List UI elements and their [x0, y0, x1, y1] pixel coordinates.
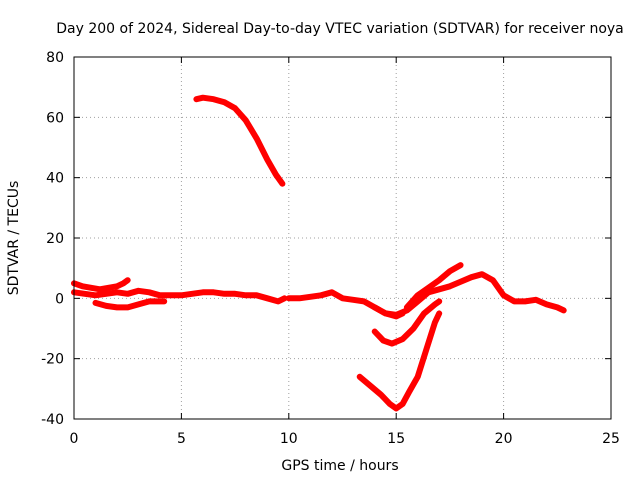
x-tick-label: 0 — [70, 431, 79, 447]
grid — [74, 57, 611, 419]
x-tick-label: 15 — [387, 431, 405, 447]
series-arc-7 — [371, 298, 443, 347]
y-axis-label: SDTVAR / TECUs — [6, 181, 22, 296]
series-arc-3 — [92, 298, 168, 311]
y-tick-label: -20 — [41, 352, 64, 368]
series-arc-2 — [71, 287, 288, 305]
x-tick-label: 10 — [280, 431, 298, 447]
series-arc-1 — [71, 277, 131, 293]
chart-title: Day 200 of 2024, Sidereal Day-to-day VTE… — [56, 21, 624, 37]
x-axis-label: GPS time / hours — [281, 458, 398, 474]
x-tick-label: 20 — [495, 431, 513, 447]
series-arc-4 — [193, 94, 286, 187]
series-arc-6 — [371, 304, 406, 320]
x-tick-label: 5 — [177, 431, 186, 447]
series-arc-8 — [403, 262, 464, 311]
y-tick-label: 80 — [46, 50, 64, 66]
series-arc-5 — [285, 271, 567, 318]
y-tick-label: 60 — [46, 110, 64, 126]
x-tick-label: 25 — [602, 431, 620, 447]
plot-traces — [71, 94, 567, 412]
y-tick-label: 0 — [55, 291, 64, 307]
y-tick-label: -40 — [41, 412, 64, 428]
series-arc-9 — [356, 310, 443, 412]
axis-ticks: 0 5 10 15 20 25 -40 -20 0 20 40 60 80 — [41, 50, 620, 447]
y-tick-label: 20 — [46, 231, 64, 247]
y-tick-label: 40 — [46, 171, 64, 187]
